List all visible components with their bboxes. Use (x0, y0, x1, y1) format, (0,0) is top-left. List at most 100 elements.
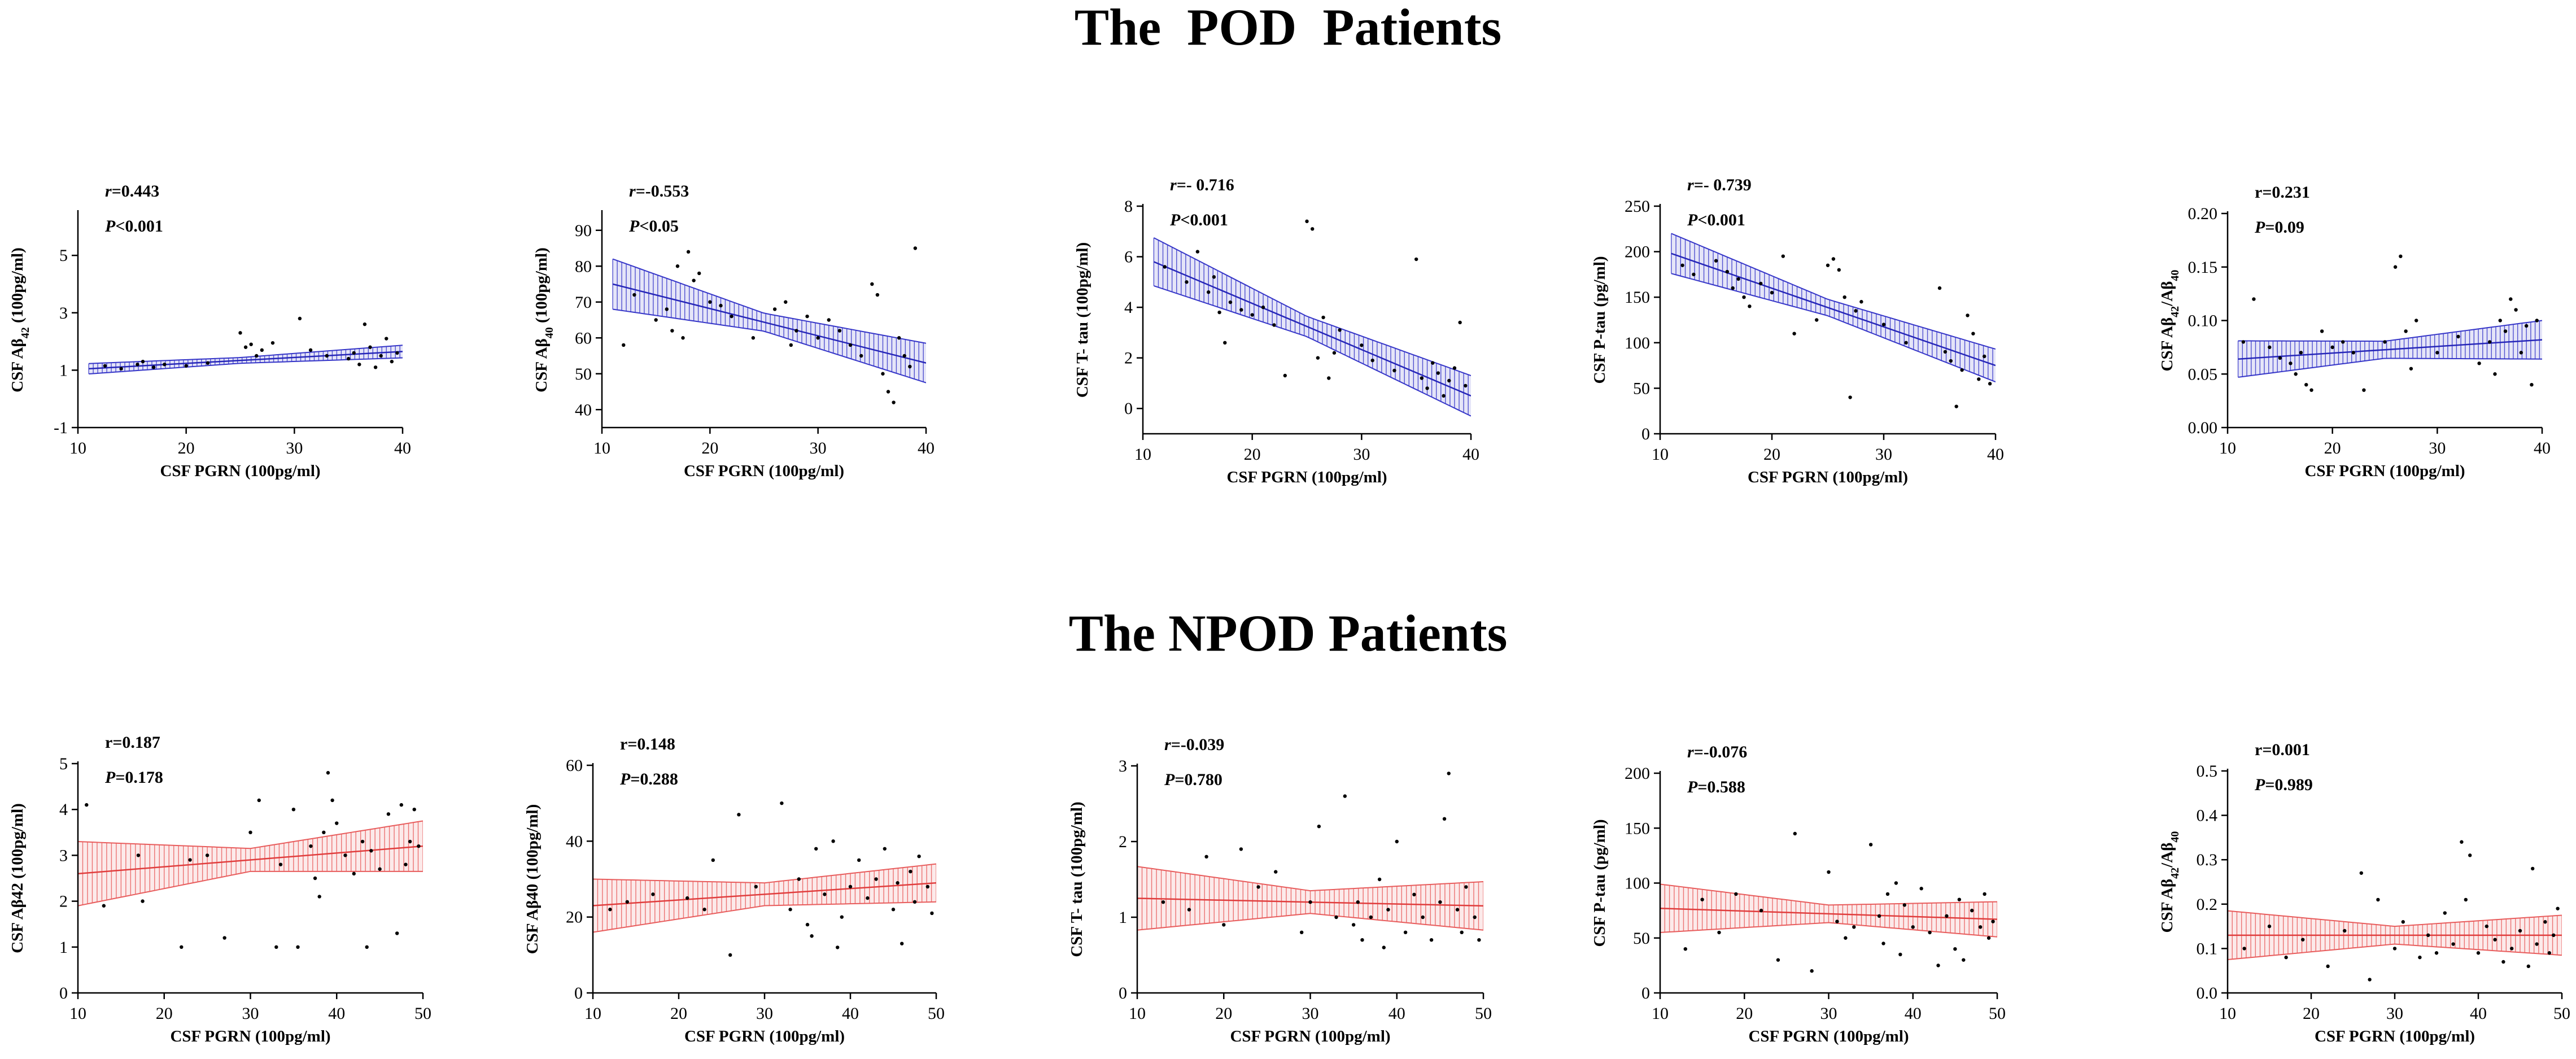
data-point (325, 354, 329, 358)
data-point (1239, 847, 1243, 851)
data-point (1223, 341, 1227, 345)
data-point (870, 282, 874, 286)
data-point (2464, 897, 2468, 902)
data-point (1473, 915, 1477, 919)
data-point (1902, 903, 1907, 907)
data-point (1810, 969, 1814, 973)
data-point (1382, 945, 1386, 949)
pod-abeta40-panel: 10 20 30 40 40 50 60 70 80 90 CSF PGRN (100pg/ml) C… (532, 182, 935, 480)
y-tick-label: 70 (575, 293, 592, 312)
data-point (308, 348, 313, 352)
y-tick-label: 0.15 (2188, 258, 2218, 277)
y-axis-title-part: CSF P-tau (pg/ml) (1591, 256, 1609, 383)
y-axis-title-part: CSF Aβ40 (100pg/ml) (523, 804, 542, 955)
y-axis-title-part: (100pg/ml) (532, 247, 551, 327)
x-tick-label: 20 (1244, 445, 1261, 464)
data-point (2376, 897, 2380, 902)
x-tick-label: 40 (918, 439, 935, 457)
data-point (1204, 855, 1208, 859)
data-point (1962, 958, 1966, 962)
data-point (296, 945, 300, 949)
x-tick-label: 40 (1389, 1004, 1405, 1023)
data-point (708, 300, 712, 304)
data-point (222, 936, 226, 940)
data-point (2552, 933, 2556, 938)
data-point (1460, 930, 1464, 935)
x-tick-label: 10 (1129, 1004, 1146, 1023)
data-point (797, 877, 801, 881)
y-tick-label: 8 (1124, 197, 1133, 216)
data-point (1793, 831, 1797, 836)
data-point (2368, 978, 2372, 982)
ci-lower-edge (1671, 273, 1996, 383)
data-point (913, 246, 918, 250)
pod-abeta42-panel: 10 20 30 40 -1 1 3 5 CSF PGRN (100pg/ml) CSF Aβ42… (8, 182, 411, 480)
npod-ptau-panel: 10 20 30 40 50 0 50 100 150 200 CSF PGRN (100pg/ml… (1591, 743, 2006, 1045)
data-point (417, 844, 421, 848)
data-point (2503, 329, 2508, 333)
x-tick-label: 50 (928, 1004, 945, 1023)
data-point (2498, 319, 2502, 323)
ci-band-fill (1154, 238, 1471, 416)
data-point (902, 354, 906, 358)
regression-line (612, 283, 926, 364)
x-tick-label: 50 (414, 1004, 431, 1023)
x-tick-label: 10 (69, 1004, 86, 1023)
data-point (1734, 892, 1738, 896)
data-point (1859, 300, 1863, 304)
data-point (1212, 275, 1216, 279)
y-tick-label: 0.1 (2197, 939, 2218, 958)
y-axis-title: CSF Aβ42/Aβ40 (2158, 831, 2181, 933)
data-point (2426, 933, 2430, 938)
data-point (373, 365, 378, 369)
data-point (2278, 356, 2282, 360)
data-point (335, 821, 339, 825)
data-point (737, 813, 741, 817)
r-value: r=0.001 (2255, 740, 2310, 759)
r-symbol: r (105, 182, 112, 201)
data-point (1256, 885, 1260, 889)
data-point (1431, 361, 1435, 365)
p-value-label: P=0.178 (104, 768, 163, 787)
data-point (184, 364, 188, 368)
r-value: =-0.553 (636, 182, 689, 201)
data-point (2477, 361, 2481, 365)
data-point (1770, 290, 1774, 295)
x-tick-label: 40 (2534, 439, 2551, 457)
data-point (2518, 929, 2522, 933)
ci-lower-edge (1154, 285, 1471, 417)
y-tick-label: 4 (1124, 298, 1133, 317)
y-tick-label: 250 (1625, 197, 1650, 216)
data-point (1217, 310, 1221, 315)
data-point (788, 908, 792, 912)
y-axis-title-subscript: 40 (543, 327, 556, 338)
regression-line (1153, 261, 1471, 396)
x-tick-label: 40 (394, 439, 411, 457)
pod-ptau-panel: 10 20 30 40 0 50 100 150 200 250 CSF PGRN (100pg/m… (1591, 176, 2004, 486)
data-point (2485, 924, 2488, 929)
y-tick-label: 2 (1119, 833, 1127, 851)
data-point (2510, 947, 2514, 951)
data-point (2252, 297, 2256, 301)
x-axis-title: CSF PGRN (100pg/ml) (684, 462, 844, 480)
data-point (719, 303, 723, 308)
data-point (386, 812, 391, 816)
p-value-label: P<0.05 (628, 217, 679, 236)
data-point (1464, 885, 1468, 889)
x-tick-label: 30 (1820, 1004, 1837, 1023)
x-axis-title: CSF PGRN (100pg/ml) (1748, 468, 1908, 486)
data-point (408, 839, 412, 844)
y-tick-label: 0.3 (2197, 851, 2218, 869)
data-point (136, 363, 139, 367)
data-point (1781, 254, 1785, 258)
r-value: =0.443 (112, 182, 160, 201)
data-point (1983, 354, 1986, 359)
data-point (1299, 930, 1304, 935)
ci-band-fill (613, 259, 926, 383)
p-value: <0.001 (115, 217, 163, 236)
data-point (1447, 772, 1451, 775)
data-point (1386, 908, 1390, 912)
data-point (255, 354, 259, 358)
data-point (1898, 952, 1902, 957)
data-point (2501, 960, 2505, 964)
